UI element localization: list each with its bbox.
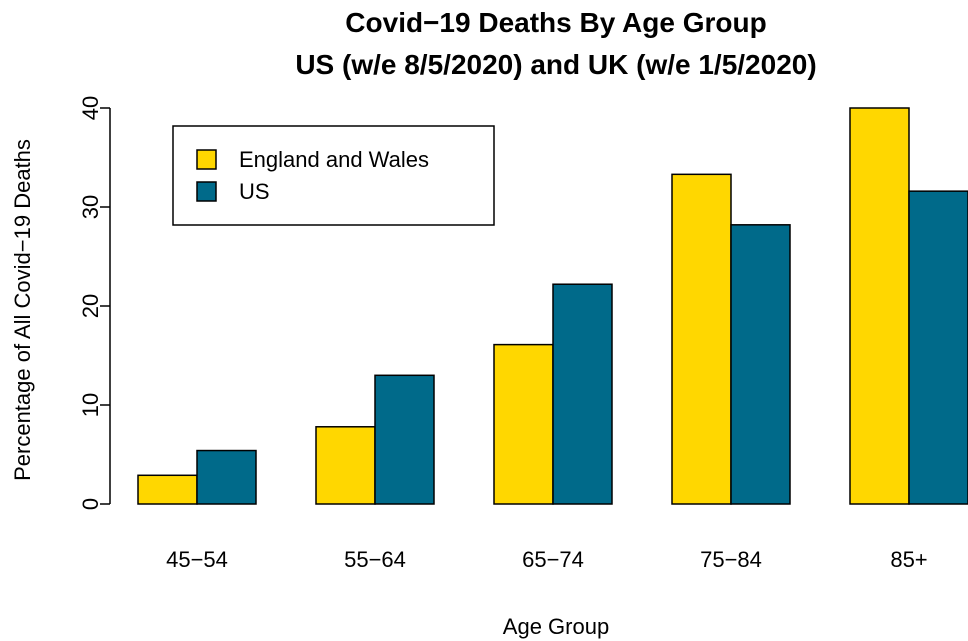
bar-england-and-wales-4	[849, 107, 910, 505]
chart-subtitle: US (w/e 8/5/2020) and UK (w/e 1/5/2020)	[295, 49, 816, 80]
x-tick-label: 55−64	[344, 547, 406, 572]
bars	[137, 107, 968, 505]
bar-us-0	[196, 449, 257, 505]
y-tick-label: 20	[78, 294, 103, 318]
x-tick-label: 75−84	[700, 547, 762, 572]
legend-label-england-and-wales: England and Wales	[239, 147, 429, 172]
legend-label-us: US	[239, 179, 270, 204]
y-tick-label: 40	[78, 96, 103, 120]
x-tick-label: 45−54	[166, 547, 228, 572]
bar-england-and-wales-3	[671, 173, 732, 505]
chart-title: Covid−19 Deaths By Age Group	[345, 7, 766, 38]
x-tick-labels: 45−54 55−64 65−74 75−84 85+	[166, 547, 928, 572]
y-axis: 0 10 20 30 40	[78, 96, 111, 510]
legend-swatch-us	[196, 181, 217, 202]
bar-england-and-wales-0	[137, 474, 198, 505]
x-tick-label: 85+	[890, 547, 927, 572]
legend: England and Wales US	[172, 125, 495, 226]
y-tick-label: 30	[78, 195, 103, 219]
y-tick-label: 10	[78, 393, 103, 417]
y-tick-label: 0	[78, 498, 103, 510]
x-tick-label: 65−74	[522, 547, 584, 572]
x-axis-label: Age Group	[503, 614, 609, 639]
legend-swatch-england-and-wales	[196, 149, 217, 170]
bar-us-2	[552, 283, 613, 505]
bar-england-and-wales-2	[493, 343, 554, 505]
y-axis-label: Percentage of All Covid−19 Deaths	[10, 139, 35, 481]
bar-us-3	[730, 224, 791, 505]
legend-box	[172, 125, 495, 226]
bar-us-1	[374, 374, 435, 505]
bar-us-4	[908, 190, 968, 505]
bar-england-and-wales-1	[315, 426, 376, 505]
